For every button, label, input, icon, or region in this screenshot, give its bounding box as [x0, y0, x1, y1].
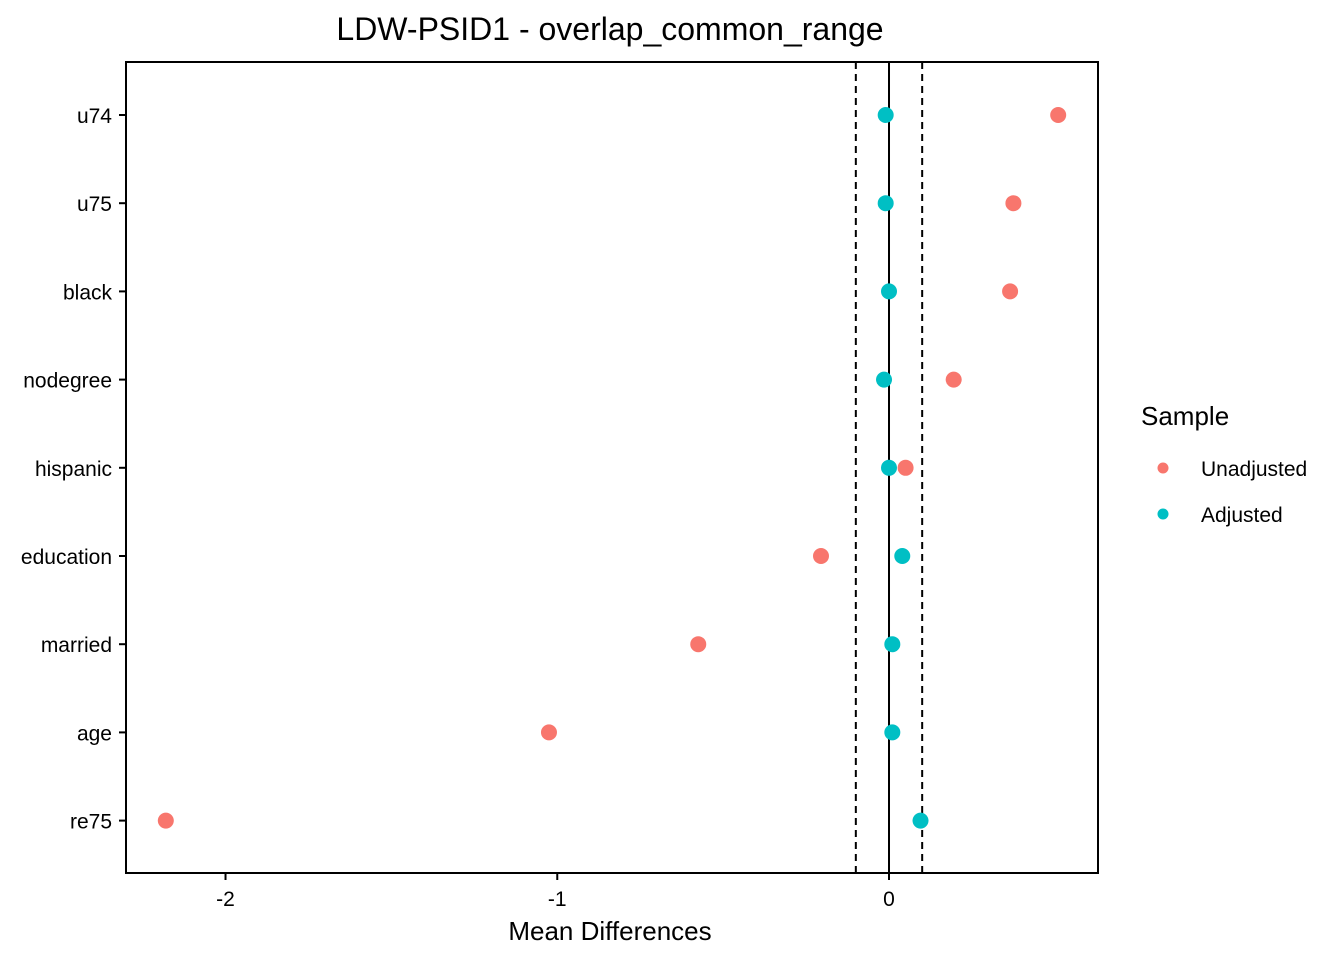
y-tick-label: nodegree [23, 370, 112, 393]
point-adjusted-age [884, 724, 901, 741]
chart-title: LDW-PSID1 - overlap_common_range [336, 11, 883, 47]
point-unadjusted-nodegree [945, 371, 962, 388]
point-adjusted-education [894, 548, 911, 564]
x-tick-label: 0 [883, 888, 895, 911]
legend-key-adjusted [1157, 508, 1169, 520]
point-adjusted-black [881, 283, 898, 300]
y-tick-label: age [77, 722, 112, 745]
point-unadjusted-married [690, 636, 707, 653]
point-adjusted-u74 [877, 107, 894, 123]
legend-key-unadjusted [1157, 462, 1169, 474]
x-tick-label: -2 [216, 888, 235, 911]
legend-items: Unadjusted Adjusted [1157, 458, 1307, 527]
x-tick-label: -1 [548, 888, 567, 911]
point-unadjusted-age [540, 724, 557, 741]
y-tick-label: hispanic [35, 458, 112, 481]
point-unadjusted-hispanic [897, 459, 914, 476]
y-tick-label: married [41, 634, 112, 657]
legend: Sample Unadjusted Adjusted [1141, 401, 1307, 527]
plot-panel-border [125, 61, 1099, 874]
point-unadjusted-re75 [157, 812, 174, 829]
legend-title: Sample [1141, 401, 1229, 431]
y-tick-label: black [63, 281, 113, 304]
legend-label-unadjusted: Unadjusted [1201, 458, 1307, 481]
legend-label-adjusted: Adjusted [1201, 504, 1283, 527]
point-adjusted-hispanic [881, 459, 898, 476]
point-adjusted-re75 [912, 812, 929, 829]
plot-area: u74 u75 black nodegree hispanic education marr… [21, 61, 1099, 911]
y-tick-label: education [21, 546, 112, 569]
point-unadjusted-u74 [1050, 107, 1067, 123]
y-tick-label: u75 [77, 193, 112, 216]
point-adjusted-nodegree [876, 371, 893, 388]
point-adjusted-u75 [877, 195, 894, 212]
y-tick-label: u74 [77, 105, 112, 128]
x-axis-title: Mean Differences [508, 916, 711, 946]
point-unadjusted-u75 [1005, 195, 1022, 212]
point-unadjusted-black [1002, 283, 1019, 300]
point-unadjusted-education [812, 548, 829, 564]
point-adjusted-married [884, 636, 901, 653]
y-tick-label: re75 [70, 811, 112, 834]
